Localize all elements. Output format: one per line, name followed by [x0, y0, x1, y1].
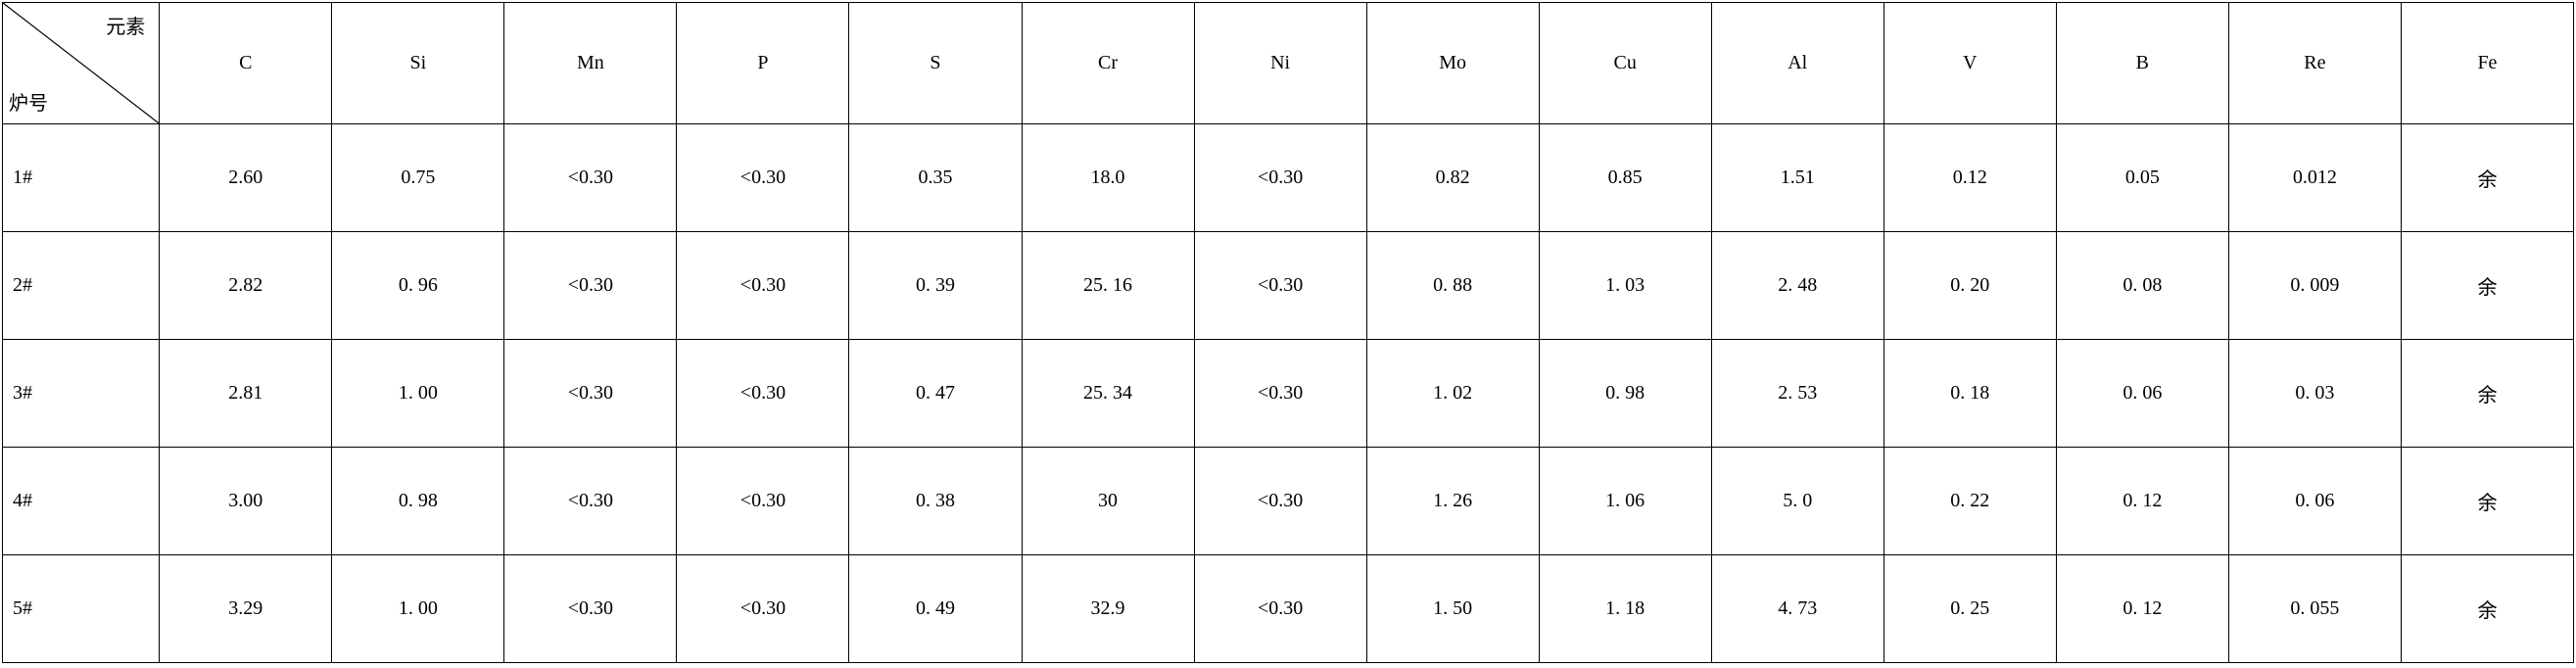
table-cell: 0. 18 [1884, 340, 2056, 448]
table-cell: 4. 73 [1711, 555, 1884, 663]
table-cell: 0. 03 [2228, 340, 2401, 448]
table-cell: 0. 39 [849, 232, 1022, 340]
table-cell: 1. 02 [1366, 340, 1539, 448]
table-cell: 1. 06 [1539, 448, 1711, 555]
table-cell: <0.30 [677, 448, 849, 555]
column-header: Re [2228, 3, 2401, 124]
table-cell: 1. 00 [332, 340, 504, 448]
table-cell: 25. 34 [1022, 340, 1194, 448]
column-header: Mo [1366, 3, 1539, 124]
row-label: 5# [3, 555, 160, 663]
table-cell: 余 [2401, 232, 2573, 340]
row-label: 1# [3, 124, 160, 232]
table-cell: 0. 12 [2056, 448, 2228, 555]
column-header: Al [1711, 3, 1884, 124]
table-cell: <0.30 [504, 232, 677, 340]
table-cell: <0.30 [504, 448, 677, 555]
row-label: 3# [3, 340, 160, 448]
column-header: Mn [504, 3, 677, 124]
table-cell: <0.30 [1194, 448, 1366, 555]
table-cell: 0. 055 [2228, 555, 2401, 663]
table-cell: 0.05 [2056, 124, 2228, 232]
table-row: 4#3.000. 98<0.30<0.300. 3830<0.301. 261.… [3, 448, 2574, 555]
table-cell: 0.12 [1884, 124, 2056, 232]
column-header: V [1884, 3, 2056, 124]
table-cell: 余 [2401, 448, 2573, 555]
table-cell: 余 [2401, 555, 2573, 663]
table-cell: 0. 49 [849, 555, 1022, 663]
row-label: 2# [3, 232, 160, 340]
table-cell: 30 [1022, 448, 1194, 555]
table-cell: 1. 26 [1366, 448, 1539, 555]
row-label: 4# [3, 448, 160, 555]
table-cell: 0. 98 [332, 448, 504, 555]
table-cell: 2.60 [160, 124, 332, 232]
table-cell: 0. 12 [2056, 555, 2228, 663]
table-cell: 2. 48 [1711, 232, 1884, 340]
table-cell: <0.30 [504, 124, 677, 232]
table-cell: 0. 06 [2228, 448, 2401, 555]
table-cell: 0.85 [1539, 124, 1711, 232]
table-row: 1#2.600.75<0.30<0.300.3518.0<0.300.820.8… [3, 124, 2574, 232]
table-cell: 0. 38 [849, 448, 1022, 555]
column-header: C [160, 3, 332, 124]
table-row: 5#3.291. 00<0.30<0.300. 4932.9<0.301. 50… [3, 555, 2574, 663]
table-cell: 0. 88 [1366, 232, 1539, 340]
table-cell: 1. 00 [332, 555, 504, 663]
table-cell: 0. 22 [1884, 448, 2056, 555]
table-cell: 32.9 [1022, 555, 1194, 663]
table-cell: <0.30 [504, 340, 677, 448]
table-cell: 0.012 [2228, 124, 2401, 232]
table-cell: <0.30 [677, 555, 849, 663]
column-header: Si [332, 3, 504, 124]
corner-header: 元素 炉号 [3, 3, 160, 124]
table-cell: 0.35 [849, 124, 1022, 232]
table-cell: 0. 06 [2056, 340, 2228, 448]
table-cell: <0.30 [1194, 124, 1366, 232]
table-cell: <0.30 [1194, 340, 1366, 448]
column-header: B [2056, 3, 2228, 124]
header-row: 元素 炉号 CSiMnPSCrNiMoCuAlVBReFe [3, 3, 2574, 124]
table-cell: <0.30 [677, 232, 849, 340]
column-header: P [677, 3, 849, 124]
table-cell: <0.30 [1194, 232, 1366, 340]
column-header: S [849, 3, 1022, 124]
table-cell: 0. 47 [849, 340, 1022, 448]
table-cell: 0. 20 [1884, 232, 2056, 340]
table-cell: 0. 08 [2056, 232, 2228, 340]
table-cell: 5. 0 [1711, 448, 1884, 555]
table-cell: 1. 18 [1539, 555, 1711, 663]
column-header: Ni [1194, 3, 1366, 124]
table-cell: 25. 16 [1022, 232, 1194, 340]
table-cell: 1. 03 [1539, 232, 1711, 340]
table-cell: 0.82 [1366, 124, 1539, 232]
table-cell: 余 [2401, 340, 2573, 448]
table-cell: 0. 009 [2228, 232, 2401, 340]
column-header: Cu [1539, 3, 1711, 124]
table-cell: 0. 98 [1539, 340, 1711, 448]
table-cell: 0.75 [332, 124, 504, 232]
table-cell: 3.00 [160, 448, 332, 555]
table-cell: 2.82 [160, 232, 332, 340]
table-cell: 2. 53 [1711, 340, 1884, 448]
corner-bottom-label: 炉号 [9, 87, 48, 116]
table-cell: 0. 96 [332, 232, 504, 340]
table-cell: <0.30 [1194, 555, 1366, 663]
corner-top-label: 元素 [106, 11, 145, 39]
table-row: 2#2.820. 96<0.30<0.300. 3925. 16<0.300. … [3, 232, 2574, 340]
table-cell: 3.29 [160, 555, 332, 663]
composition-table: 元素 炉号 CSiMnPSCrNiMoCuAlVBReFe 1#2.600.75… [2, 2, 2574, 663]
table-cell: <0.30 [677, 124, 849, 232]
table-cell: 18.0 [1022, 124, 1194, 232]
table-cell: 余 [2401, 124, 2573, 232]
column-header: Fe [2401, 3, 2573, 124]
table-cell: <0.30 [504, 555, 677, 663]
table-cell: <0.30 [677, 340, 849, 448]
table-row: 3#2.811. 00<0.30<0.300. 4725. 34<0.301. … [3, 340, 2574, 448]
column-header: Cr [1022, 3, 1194, 124]
table-cell: 0. 25 [1884, 555, 2056, 663]
table-cell: 1.51 [1711, 124, 1884, 232]
table-cell: 2.81 [160, 340, 332, 448]
table-cell: 1. 50 [1366, 555, 1539, 663]
